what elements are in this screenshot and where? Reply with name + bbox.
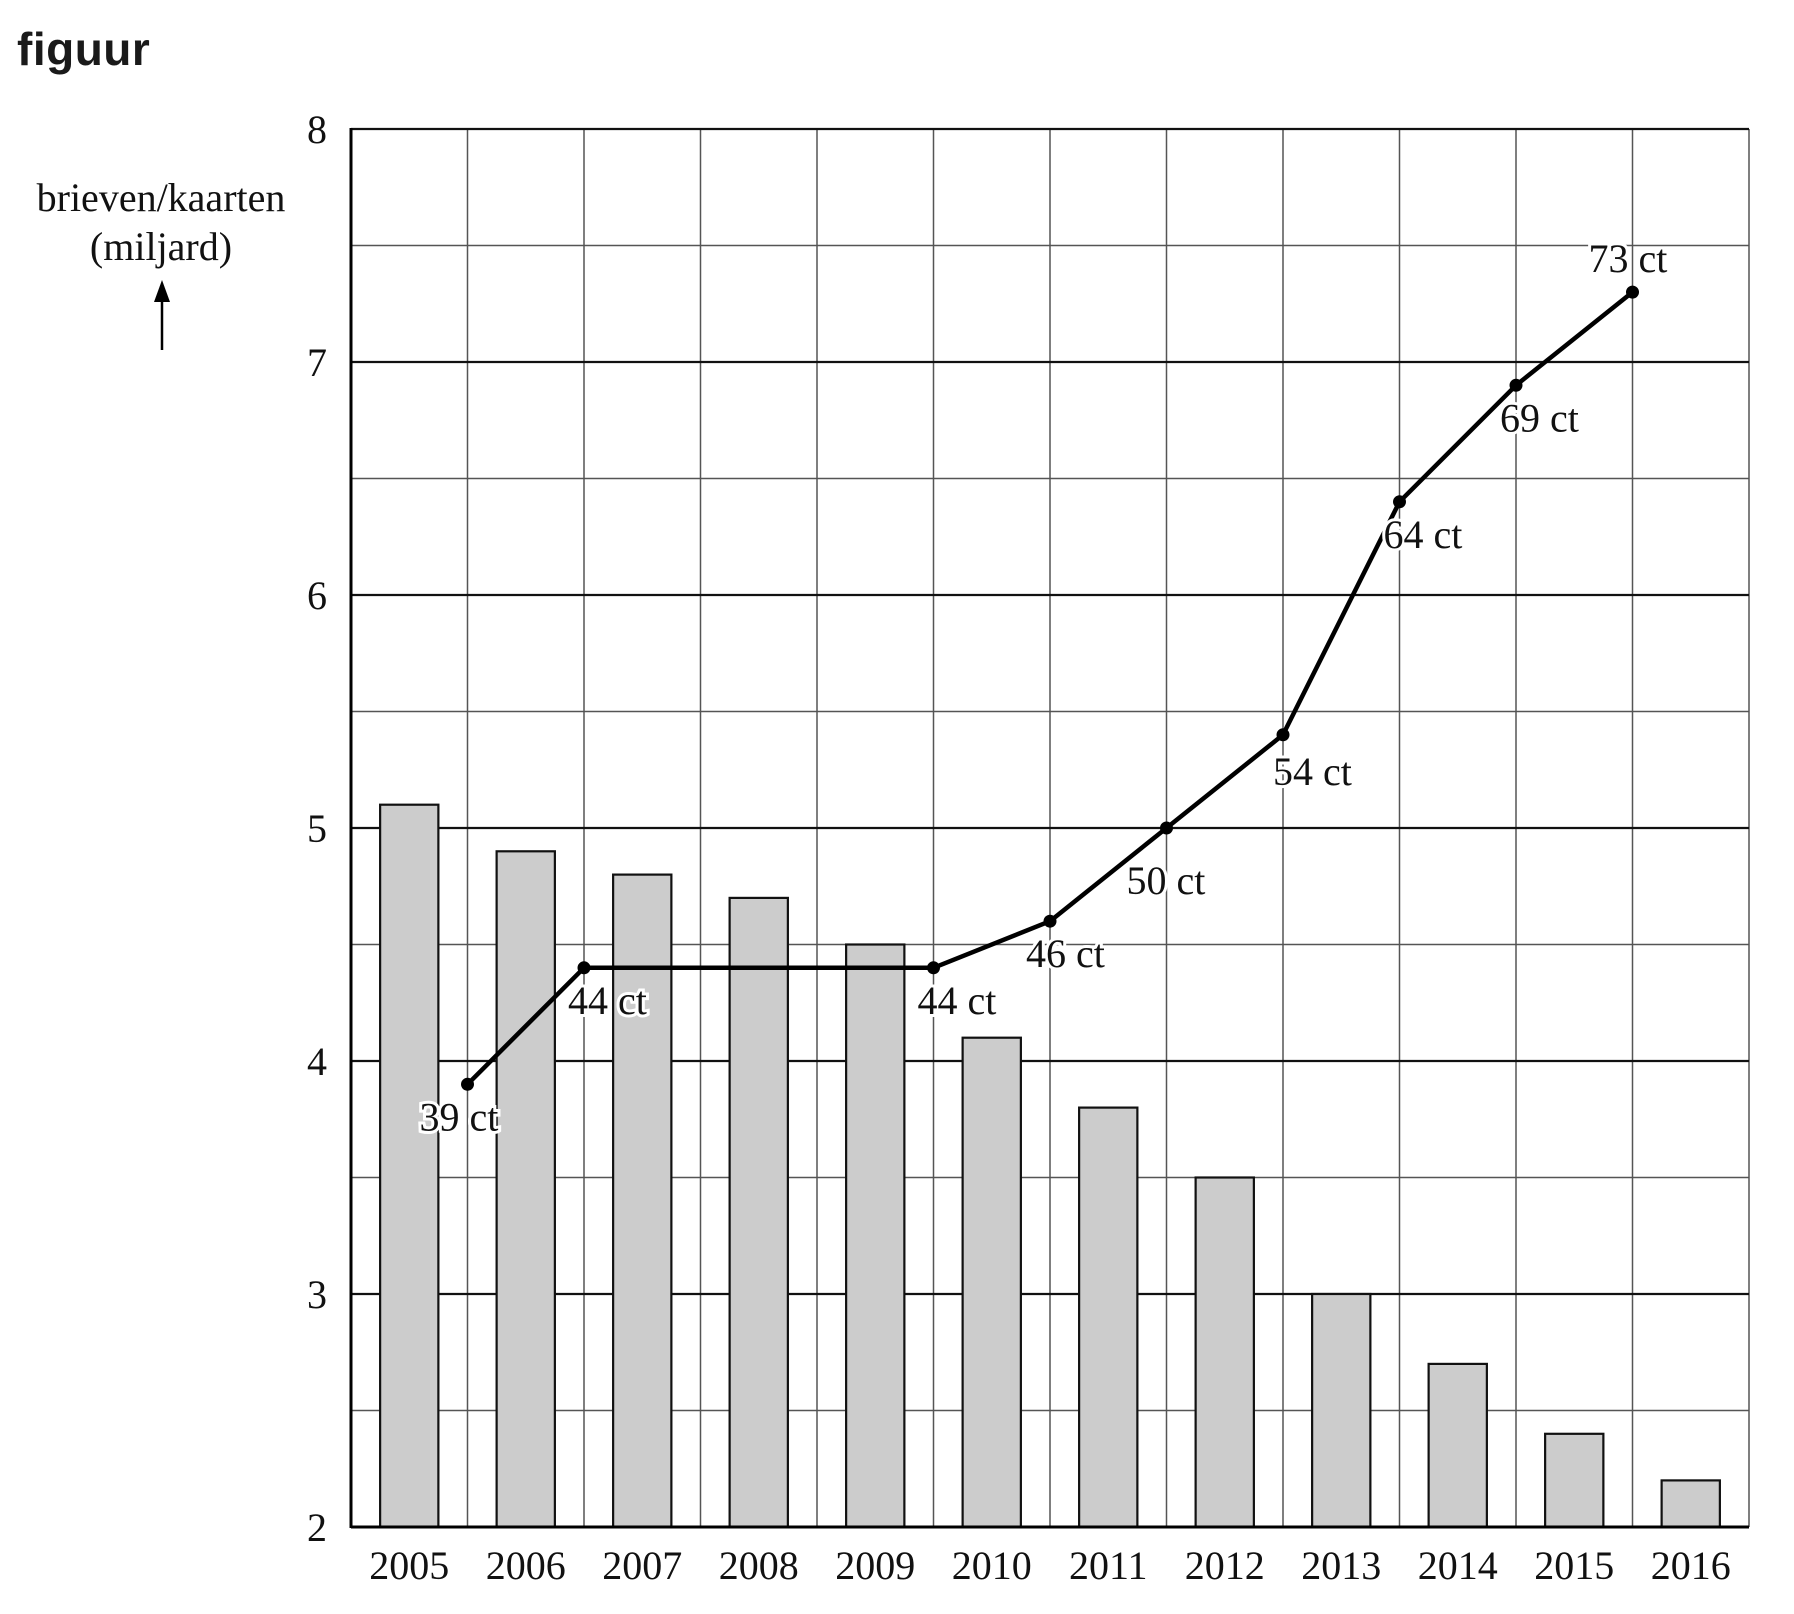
price-label: 50 ct bbox=[1127, 858, 1206, 903]
bar-2011 bbox=[1078, 1106, 1139, 1529]
bar-2013 bbox=[1311, 1292, 1372, 1529]
bar-2015 bbox=[1544, 1432, 1605, 1529]
bar-2006 bbox=[495, 850, 556, 1529]
x-tick-label: 2010 bbox=[952, 1543, 1032, 1588]
y-tick-label: 5 bbox=[307, 806, 327, 851]
y-axis-title: brieven/kaarten bbox=[37, 175, 286, 220]
x-tick-label: 2007 bbox=[602, 1543, 682, 1588]
y-tick-label: 2 bbox=[307, 1505, 327, 1550]
bar-2010 bbox=[961, 1036, 1022, 1529]
price-label: 54 ct bbox=[1273, 749, 1352, 794]
price-point bbox=[1276, 728, 1290, 742]
bar-2012 bbox=[1194, 1176, 1255, 1529]
price-label: 73 ct bbox=[1589, 236, 1668, 281]
y-tick-label: 4 bbox=[307, 1039, 327, 1084]
bar-2009 bbox=[845, 943, 906, 1529]
price-label: 44 ct bbox=[568, 978, 647, 1023]
x-tick-label: 2005 bbox=[369, 1543, 449, 1588]
price-point bbox=[1043, 914, 1057, 928]
y-tick-label: 8 bbox=[307, 107, 327, 152]
price-point bbox=[577, 961, 591, 975]
x-tick-label: 2009 bbox=[835, 1543, 915, 1588]
bar-2008 bbox=[728, 896, 789, 1529]
x-tick-label: 2013 bbox=[1301, 1543, 1381, 1588]
bar-2016 bbox=[1660, 1479, 1721, 1529]
bar-2005 bbox=[379, 803, 440, 1529]
price-label: 39 ct bbox=[420, 1094, 499, 1139]
x-tick-label: 2012 bbox=[1185, 1543, 1265, 1588]
up-arrow-head-icon bbox=[154, 280, 170, 302]
price-point bbox=[1509, 378, 1523, 392]
bar-2014 bbox=[1427, 1362, 1488, 1529]
price-point bbox=[1160, 821, 1173, 835]
x-tick-label: 2015 bbox=[1534, 1543, 1614, 1588]
y-tick-label: 3 bbox=[307, 1272, 327, 1317]
x-tick-label: 2014 bbox=[1418, 1543, 1498, 1588]
price-label: 46 ct bbox=[1026, 931, 1105, 976]
price-point bbox=[927, 961, 940, 975]
x-tick-label: 2008 bbox=[719, 1543, 799, 1588]
y-tick-label: 6 bbox=[307, 573, 327, 618]
y-tick-label: 7 bbox=[307, 340, 327, 385]
price-point bbox=[461, 1077, 474, 1091]
price-label: 44 ct bbox=[918, 978, 997, 1023]
x-tick-label: 2006 bbox=[486, 1543, 566, 1588]
figure-title: figuur bbox=[17, 23, 151, 75]
price-label: 69 ct bbox=[1500, 395, 1579, 440]
x-tick-label: 2016 bbox=[1651, 1543, 1731, 1588]
price-point bbox=[1393, 495, 1406, 509]
x-tick-label: 2011 bbox=[1069, 1543, 1148, 1588]
bar-2007 bbox=[612, 873, 673, 1529]
y-axis-unit: (miljard) bbox=[90, 224, 232, 269]
price-label: 64 ct bbox=[1384, 512, 1463, 557]
price-point bbox=[1626, 285, 1639, 299]
